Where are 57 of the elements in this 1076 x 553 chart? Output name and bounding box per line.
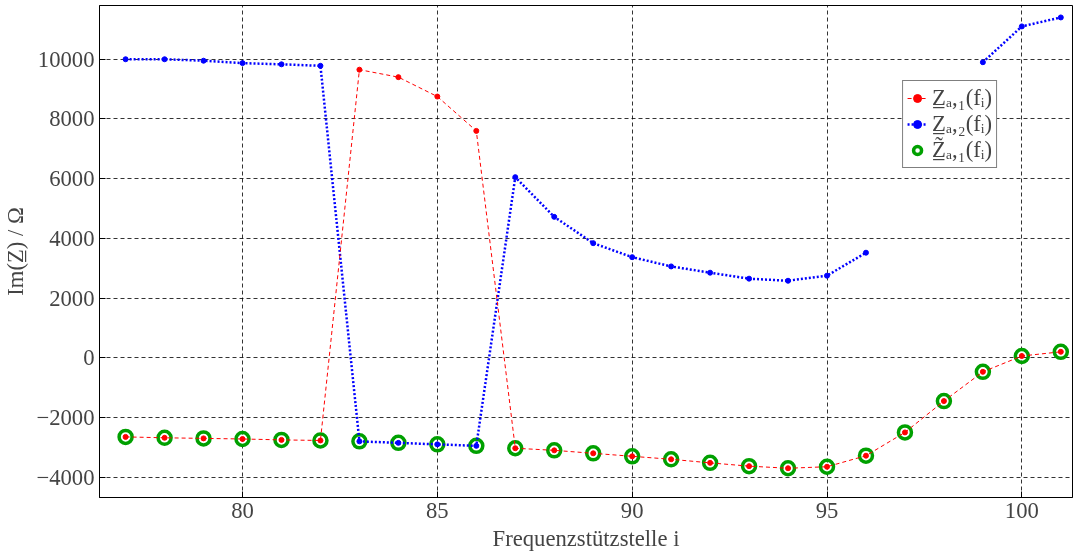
point <box>161 56 168 63</box>
point <box>356 66 363 73</box>
point <box>512 174 519 181</box>
point <box>473 127 480 134</box>
y-tick-label: 10000 <box>37 46 95 72</box>
point <box>818 458 836 475</box>
y-tick-label: 4000 <box>49 225 95 251</box>
point <box>629 254 636 261</box>
legend-label: Z̲ₐ,₁(fᵢ) <box>932 85 992 111</box>
point <box>117 428 134 446</box>
x-axis-title: Frequenzstützstelle i <box>492 525 680 551</box>
x-tick-label: 80 <box>231 497 254 523</box>
point <box>668 263 675 270</box>
point <box>545 442 563 459</box>
point <box>979 59 986 66</box>
point <box>862 249 869 256</box>
point <box>239 60 246 67</box>
point <box>434 93 441 100</box>
point <box>623 448 641 465</box>
point <box>395 74 402 81</box>
x-tick-label: 85 <box>426 497 449 523</box>
y-tick-label: 8000 <box>49 106 95 132</box>
point <box>312 432 329 449</box>
point <box>824 272 831 279</box>
y-tick-label: 6000 <box>49 166 95 192</box>
y-tick-label: −2000 <box>36 404 95 430</box>
y-axis-title: Im(Z̲) / Ω <box>3 207 29 296</box>
point <box>785 277 792 284</box>
legend-label: Z̲̃ₐ,₁(fᵢ) <box>932 137 992 163</box>
x-tick-label: 100 <box>1004 497 1039 523</box>
x-tick-label: 90 <box>620 497 644 523</box>
point <box>935 392 953 410</box>
legend-label: Z̲ₐ,₂(fᵢ) <box>932 111 992 137</box>
point <box>317 62 324 69</box>
point <box>1052 343 1070 361</box>
point <box>1057 14 1064 21</box>
point <box>1018 23 1025 30</box>
point <box>200 57 207 64</box>
point <box>746 275 753 282</box>
point <box>551 213 558 220</box>
point <box>857 447 875 464</box>
point <box>122 56 129 63</box>
point <box>590 240 597 247</box>
point <box>740 457 758 475</box>
point <box>351 433 368 450</box>
point <box>707 269 714 276</box>
point <box>234 430 251 448</box>
x-tick-label: 95 <box>815 497 839 523</box>
point <box>896 424 914 441</box>
y-tick-label: −4000 <box>36 464 95 490</box>
y-tick-label: 2000 <box>49 285 95 311</box>
y-tick-label: 0 <box>83 345 95 371</box>
point <box>974 363 992 381</box>
point <box>701 454 719 472</box>
point <box>278 61 285 68</box>
point <box>468 437 485 455</box>
point <box>507 440 524 457</box>
